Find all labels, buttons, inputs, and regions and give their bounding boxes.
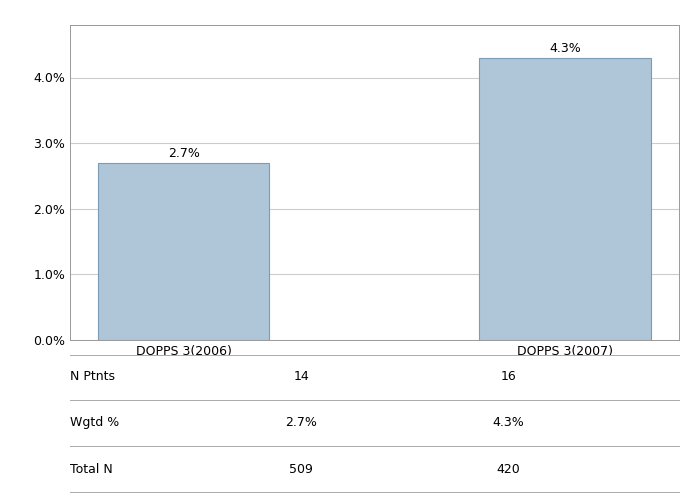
Text: 2.7%: 2.7% [286, 416, 317, 428]
Text: Wgtd %: Wgtd % [70, 416, 119, 428]
Text: 4.3%: 4.3% [493, 416, 524, 428]
Text: 420: 420 [496, 464, 520, 476]
Text: 16: 16 [500, 370, 517, 382]
Bar [98, 163, 270, 340]
Text: 14: 14 [293, 370, 309, 382]
Text: 2.7%: 2.7% [168, 146, 200, 160]
Bar [480, 58, 651, 340]
Text: 509: 509 [290, 464, 314, 476]
Text: Total N: Total N [70, 464, 113, 476]
Text: 4.3%: 4.3% [550, 42, 581, 54]
Text: N Ptnts: N Ptnts [70, 370, 115, 382]
